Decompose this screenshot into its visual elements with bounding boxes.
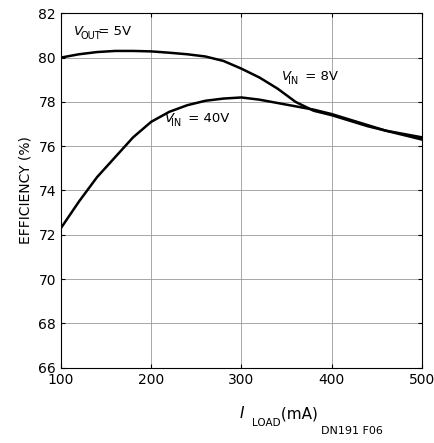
Text: OUT: OUT xyxy=(81,31,101,41)
Text: DN191 F06: DN191 F06 xyxy=(320,426,382,436)
Text: IN: IN xyxy=(288,76,298,86)
Text: = 40V: = 40V xyxy=(183,112,229,125)
Text: I: I xyxy=(239,406,243,421)
Text: IN: IN xyxy=(171,118,181,128)
Y-axis label: EFFICIENCY (%): EFFICIENCY (%) xyxy=(19,136,33,245)
Text: V: V xyxy=(281,70,290,83)
Text: = 8V: = 8V xyxy=(300,70,337,83)
Text: = 5V: = 5V xyxy=(94,24,131,38)
Text: V: V xyxy=(74,24,83,38)
Text: (mA): (mA) xyxy=(275,406,317,421)
Text: LOAD: LOAD xyxy=(251,418,279,427)
Text: V: V xyxy=(164,112,174,125)
